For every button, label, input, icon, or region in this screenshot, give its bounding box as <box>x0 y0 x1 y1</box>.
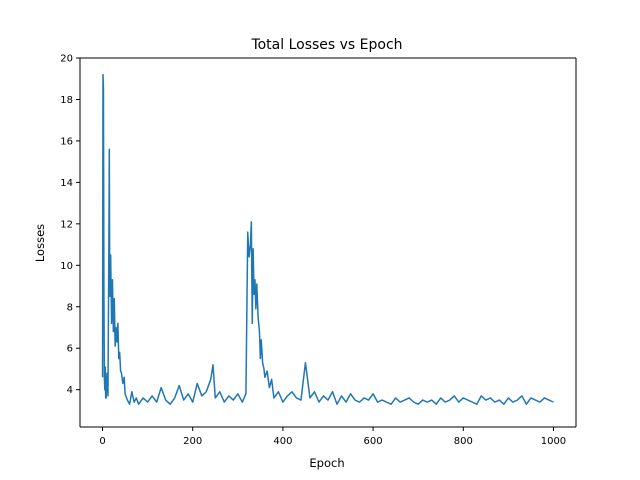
x-tick-label: 800 <box>454 436 473 447</box>
y-tick-label: 6 <box>67 344 73 355</box>
x-tick-label: 600 <box>364 436 383 447</box>
y-tick-label: 18 <box>60 95 73 106</box>
axis-ticks: 0 200 400 600 800 1000 4 6 8 10 12 14 16 18 20 <box>60 54 566 448</box>
y-tick-label: 4 <box>67 385 73 396</box>
y-tick-label: 10 <box>60 261 73 272</box>
x-tick-label: 200 <box>183 436 202 447</box>
x-axis-title: Epoch <box>309 456 344 470</box>
y-axis-title: Losses <box>33 224 47 262</box>
plot-area <box>79 57 577 428</box>
x-tick-label: 0 <box>99 436 105 447</box>
x-tick-label: 400 <box>273 436 292 447</box>
y-tick-label: 16 <box>60 136 73 147</box>
series-line-0 <box>101 73 554 405</box>
y-tick-label: 14 <box>60 178 73 189</box>
y-tick-label: 20 <box>60 54 73 65</box>
x-tick-label: 1000 <box>541 436 566 447</box>
y-tick-label: 8 <box>67 302 73 313</box>
y-tick-label: 12 <box>60 219 73 230</box>
chart-title: Total Losses vs Epoch <box>250 37 402 53</box>
